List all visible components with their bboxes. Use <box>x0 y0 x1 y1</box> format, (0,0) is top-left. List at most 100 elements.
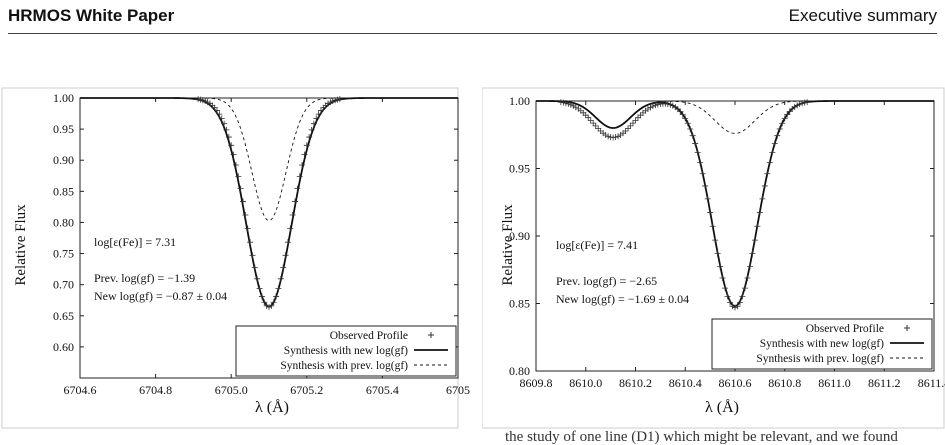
x-tick-label: 8611.0 <box>818 376 851 390</box>
observed-point <box>692 140 699 147</box>
observed-point <box>560 99 567 106</box>
x-tick-label: 8611.2 <box>868 376 901 390</box>
y-tick-label: 0.80 <box>53 215 74 229</box>
observed-point <box>634 114 641 121</box>
annotation: Prev. log(gf) = −1.39 <box>94 271 195 285</box>
observed-point <box>258 293 265 300</box>
observed-point <box>781 115 788 122</box>
observed-point <box>299 161 306 168</box>
observed-point <box>622 127 629 134</box>
observed-point <box>799 100 806 107</box>
chart-right: 8609.8 8610.0 8610.2 8610.4 8610.6 8610.8 8611… <box>482 87 945 429</box>
observed-point <box>736 299 743 306</box>
observed-point <box>303 142 310 149</box>
observed-point <box>689 132 696 139</box>
observed-point <box>557 99 564 106</box>
observed-point <box>275 285 282 292</box>
observed-point <box>249 252 256 259</box>
observed-point <box>774 132 781 139</box>
observed-point <box>570 102 577 109</box>
observed-point <box>652 102 659 109</box>
observed-point <box>769 149 776 156</box>
observed-point <box>667 101 674 108</box>
observed-point <box>694 149 701 156</box>
observed-point <box>232 161 239 168</box>
observed-point <box>240 198 247 205</box>
observed-point <box>682 115 689 122</box>
observed-point <box>630 120 637 127</box>
observed-point <box>801 99 808 106</box>
observed-point <box>759 195 766 202</box>
observed-point <box>654 101 661 108</box>
observed-point <box>567 101 574 108</box>
observed-point <box>605 133 612 140</box>
observed-point <box>308 126 315 133</box>
observed-point <box>796 101 803 108</box>
observed-point <box>214 107 221 114</box>
body-text-fragment: the study of one line (D1) which might b… <box>505 430 898 444</box>
observed-point <box>230 151 237 158</box>
annotation: log[ε(Fe)] = 7.41 <box>556 238 638 252</box>
observed-point <box>784 111 791 118</box>
observed-point <box>776 125 783 132</box>
observed-point <box>687 125 694 132</box>
y-tick-label: 0.80 <box>509 364 530 378</box>
plot-area <box>79 97 459 379</box>
figure-frame <box>482 87 945 429</box>
observed-point <box>313 115 320 122</box>
annotation: log[ε(Fe)] = 7.31 <box>94 235 176 249</box>
observed-point <box>247 239 254 246</box>
observed-point <box>739 293 746 300</box>
observed-point <box>741 285 748 292</box>
observed-point <box>746 263 753 270</box>
legend-label: Synthesis with prev. log(gf) <box>280 360 408 372</box>
observed-point <box>291 198 298 205</box>
observed-point <box>256 285 263 292</box>
observed-point <box>722 285 729 292</box>
observed-point <box>565 100 572 107</box>
observed-point <box>612 134 619 141</box>
observed-point <box>310 120 317 127</box>
observed-point <box>669 102 676 109</box>
observed-point <box>582 112 589 119</box>
observed-point <box>756 209 763 216</box>
observed-point <box>786 108 793 115</box>
legend-label: Synthesis with new log(gf) <box>284 345 408 357</box>
observed-point <box>268 302 275 309</box>
observed-point <box>280 264 287 271</box>
observed-point <box>709 223 716 230</box>
x-tick-label: 8610.2 <box>619 376 652 390</box>
x-tick-label: 6705.0 <box>215 383 248 397</box>
observed-point <box>254 275 261 282</box>
observed-point <box>702 182 709 189</box>
legend <box>235 325 457 377</box>
annotation: Prev. log(gf) = −2.65 <box>556 274 657 288</box>
y-tick-label: 0.95 <box>509 162 530 176</box>
observed-point <box>649 103 656 110</box>
x-tick-label: 8610.6 <box>719 376 752 390</box>
observed-point <box>674 106 681 113</box>
y-tick-label: 0.60 <box>53 340 74 354</box>
observed-point <box>732 304 738 311</box>
y-axis-title: Relative Flux <box>13 204 29 286</box>
observed-point <box>764 170 771 177</box>
observed-point <box>244 225 251 232</box>
observed-point <box>804 99 811 106</box>
observed-point <box>771 140 778 147</box>
observed-point <box>251 264 258 271</box>
observed-point <box>270 299 277 306</box>
observed-point <box>704 195 711 202</box>
observed-point <box>235 173 242 180</box>
observed-point <box>699 170 706 177</box>
observed-point <box>644 105 651 112</box>
observed-point <box>751 237 758 244</box>
x-tick-label: 6705.2 <box>290 383 323 397</box>
observed-point <box>744 275 751 282</box>
observed-point <box>707 209 714 216</box>
observed-point <box>301 151 308 158</box>
observed-point <box>712 237 719 244</box>
observed-point <box>779 120 786 127</box>
observed-point <box>766 159 773 166</box>
prev-synthesis-line <box>536 100 934 134</box>
observed-point <box>719 275 726 282</box>
